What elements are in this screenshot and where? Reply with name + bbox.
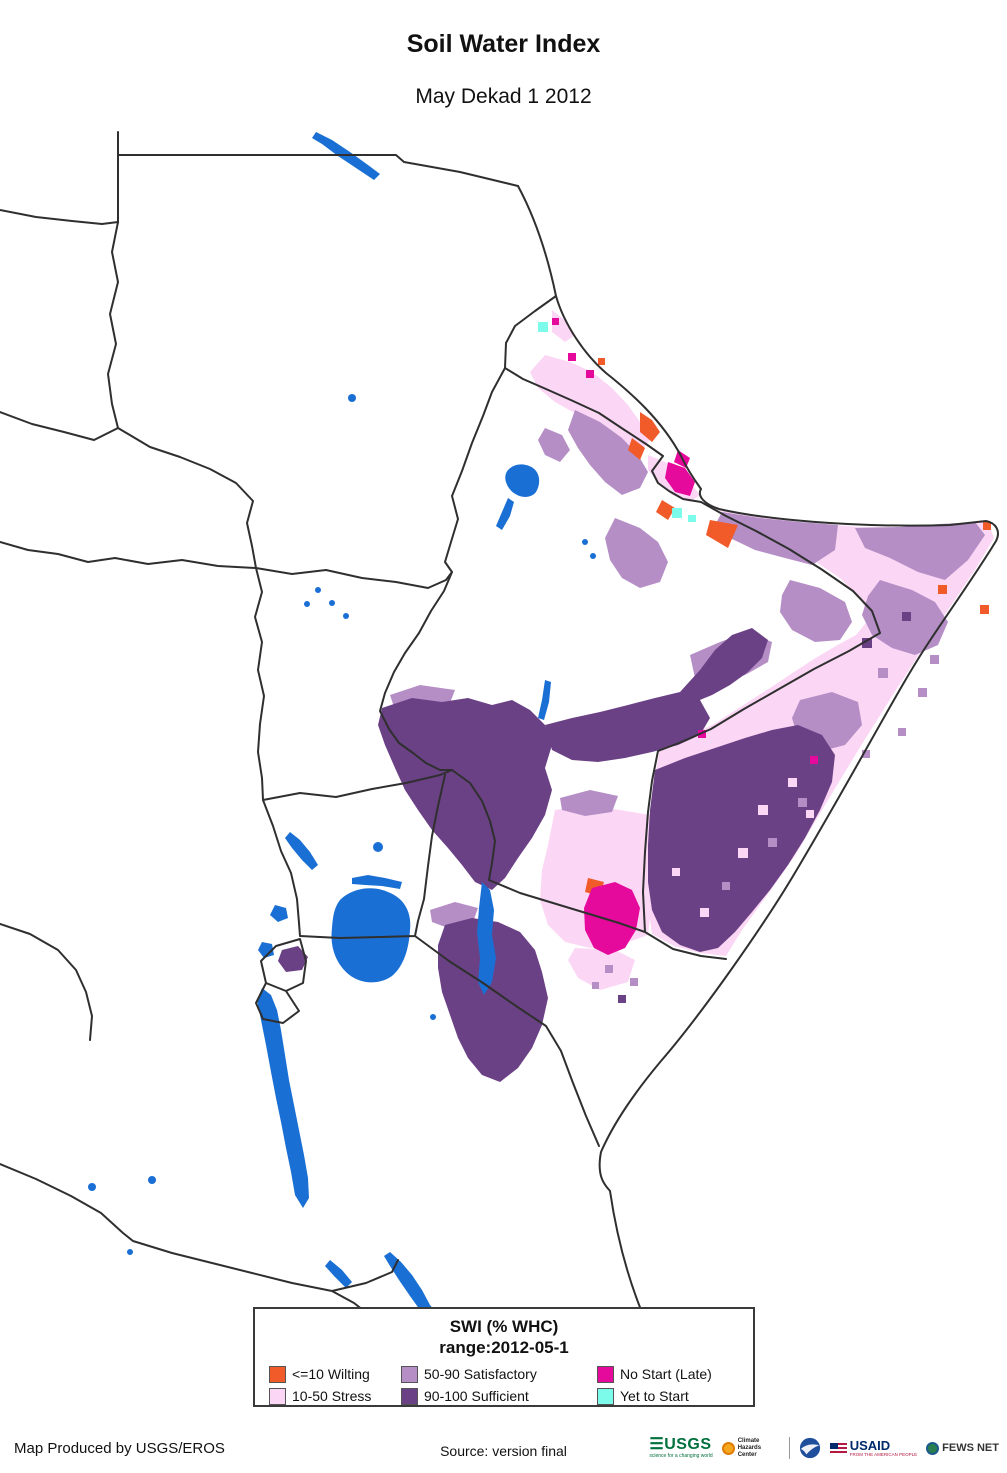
map-canvas [0, 131, 999, 1310]
omo-river [538, 680, 551, 720]
legend-swatch-nostart [597, 1365, 614, 1383]
border-west [0, 411, 453, 1041]
border-south [0, 1163, 399, 1310]
border-north [0, 131, 519, 429]
noaa-seagull-icon [799, 1437, 820, 1459]
legend-swatch-stress [269, 1387, 286, 1405]
legend-item-nostart: No Start (Late) [597, 1364, 737, 1384]
border-eastafrica [255, 769, 600, 1147]
legend-item-wilting: <=10 Wilting [269, 1364, 401, 1384]
legend-item-satisfactory: 50-90 Satisfactory [401, 1364, 597, 1384]
legend-swatch-wilting [269, 1365, 286, 1383]
chc-logo: Climate Hazards Center [721, 1437, 780, 1459]
swi-yettostart-regions [538, 322, 696, 522]
legend-label-nostart: No Start (Late) [620, 1366, 712, 1382]
legend-item-stress: 10-50 Stress [269, 1386, 401, 1406]
legend-label-satisfactory: 50-90 Satisfactory [424, 1366, 537, 1382]
fewsnet-logo: FEWS NET [926, 1441, 999, 1455]
legend-title: SWI (% WHC) [449, 1317, 559, 1336]
chc-logo-text: Climate Hazards Center [737, 1437, 762, 1458]
lake-kivu [258, 942, 274, 958]
lake-edward [270, 905, 288, 922]
logo-divider [788, 1437, 790, 1459]
swi-satisfactory-speckles [722, 798, 807, 890]
legend-item-sufficient: 90-100 Sufficient [401, 1386, 597, 1406]
legend: SWI (% WHC) range:2012-05-1 <=10 Wilting… [253, 1307, 755, 1407]
fewsnet-logo-text: FEWS NET [942, 1442, 999, 1454]
lake-tana [505, 464, 540, 497]
usaid-flag-icon [829, 1442, 847, 1454]
legend-label-yettostart: Yet to Start [620, 1388, 689, 1404]
footer-logos: ☰USGS science for a changing world Clima… [649, 1430, 999, 1466]
lake-kyoga [352, 875, 402, 889]
page-title: Soil Water Index [406, 30, 601, 58]
lake-rukwa [325, 1260, 352, 1288]
usgs-bars-icon: ☰ [649, 1436, 665, 1453]
border-ethiopia [379, 295, 881, 960]
borders-layer [0, 131, 999, 1310]
lakes-layer [88, 132, 596, 1310]
lake-turkana [477, 882, 496, 995]
legend-label-sufficient: 90-100 Sufficient [424, 1388, 529, 1404]
source-text: Source: version final [440, 1443, 567, 1459]
fewsnet-globe-icon [926, 1441, 940, 1455]
swi-stress-speckles [672, 778, 814, 917]
noaa-logo [799, 1437, 821, 1459]
lake-victoria [331, 888, 411, 983]
border-coastline [517, 185, 999, 1310]
usgs-logo: ☰USGS science for a changing world [649, 1437, 712, 1459]
legend-grid: <=10 Wilting 10-50 Stress 50-90 Satisfac… [269, 1364, 743, 1406]
legend-label-stress: 10-50 Stress [292, 1388, 372, 1404]
usaid-logo-text: USAID [849, 1437, 891, 1453]
legend-label-wilting: <=10 Wilting [292, 1366, 370, 1382]
usgs-tagline: science for a changing world [649, 1453, 713, 1459]
usaid-tagline: FROM THE AMERICAN PEOPLE [849, 1451, 918, 1457]
legend-swatch-satisfactory [401, 1365, 418, 1383]
legend-range: range:2012-05-1 [439, 1338, 569, 1357]
swi-satisfactory-regions [390, 410, 985, 989]
lake-albert [285, 832, 318, 870]
page-subtitle: May Dekad 1 2012 [415, 85, 592, 108]
usgs-logo-text: ☰USGS [649, 1436, 712, 1453]
legend-swatch-yettostart [597, 1387, 614, 1405]
produced-by-text: Map Produced by USGS/EROS [14, 1440, 225, 1457]
legend-item-yettostart: Yet to Start [597, 1386, 737, 1406]
lake-tanganyika [257, 988, 309, 1208]
chc-sun-icon [721, 1441, 735, 1455]
usaid-logo: USAID FROM THE AMERICAN PEOPLE [829, 1437, 918, 1458]
lake-malawi [384, 1252, 434, 1310]
legend-swatch-sufficient [401, 1387, 418, 1405]
